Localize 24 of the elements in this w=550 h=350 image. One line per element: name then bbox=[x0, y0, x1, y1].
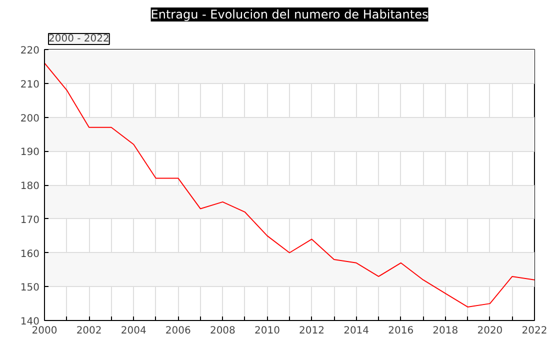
chart-title: Entragu - Evolucion del numero de Habitantes bbox=[150, 8, 428, 22]
x-tick-label: 2020 bbox=[477, 326, 503, 336]
x-tick-label: 2002 bbox=[76, 326, 102, 336]
x-tick-label: 2014 bbox=[344, 326, 370, 336]
y-tick-label: 190 bbox=[20, 147, 40, 158]
y-tick-label: 170 bbox=[20, 214, 40, 226]
y-tick-label: 160 bbox=[20, 248, 40, 260]
x-tick-label: 2006 bbox=[165, 326, 191, 336]
text: 2000 - 2022 bbox=[48, 34, 110, 44]
line-series bbox=[44, 62, 534, 308]
y-tick-label: 140 bbox=[20, 316, 40, 328]
y-tick-label: 220 bbox=[20, 46, 40, 56]
y-tick-label: 180 bbox=[20, 181, 40, 192]
x-tick-label: 2008 bbox=[210, 326, 236, 336]
y-tick-label: 210 bbox=[20, 79, 40, 90]
x-tick-label: 2022 bbox=[522, 326, 548, 336]
x-tick-label: 2000 bbox=[32, 326, 58, 336]
x-tick-label: 2004 bbox=[120, 326, 146, 336]
x-tick-label: 2016 bbox=[388, 326, 414, 336]
x-tick-label: 2012 bbox=[299, 326, 324, 336]
x-tick-label: 2010 bbox=[254, 326, 280, 336]
y-tick-label: 150 bbox=[20, 282, 40, 294]
x-tick-label: 2018 bbox=[432, 326, 458, 336]
y-tick-label: 200 bbox=[20, 113, 40, 124]
